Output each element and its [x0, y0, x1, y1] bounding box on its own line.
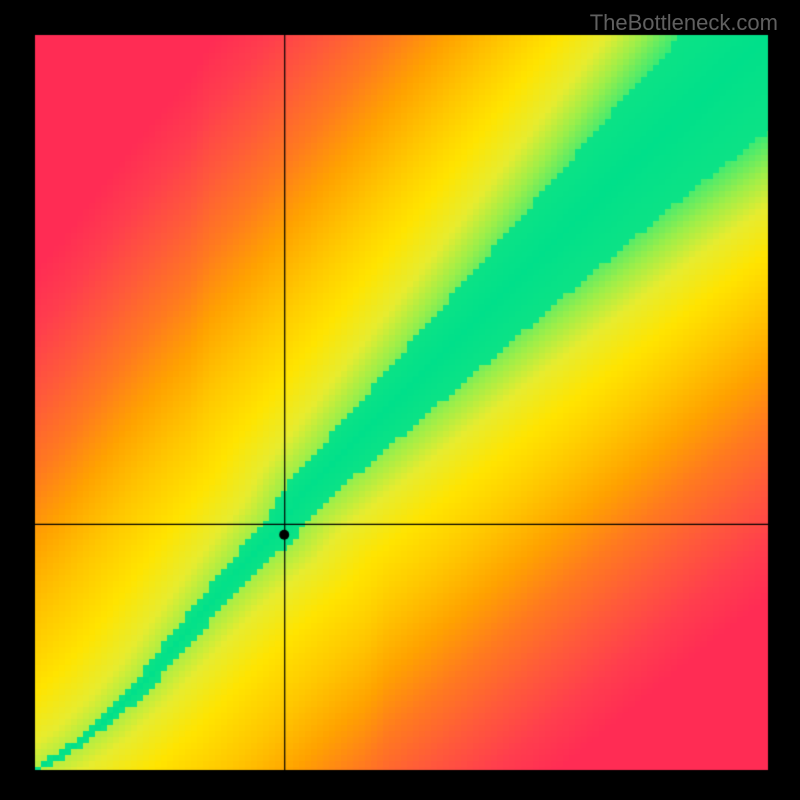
watermark-text: TheBottleneck.com [590, 10, 778, 36]
bottleneck-heatmap [0, 0, 800, 800]
